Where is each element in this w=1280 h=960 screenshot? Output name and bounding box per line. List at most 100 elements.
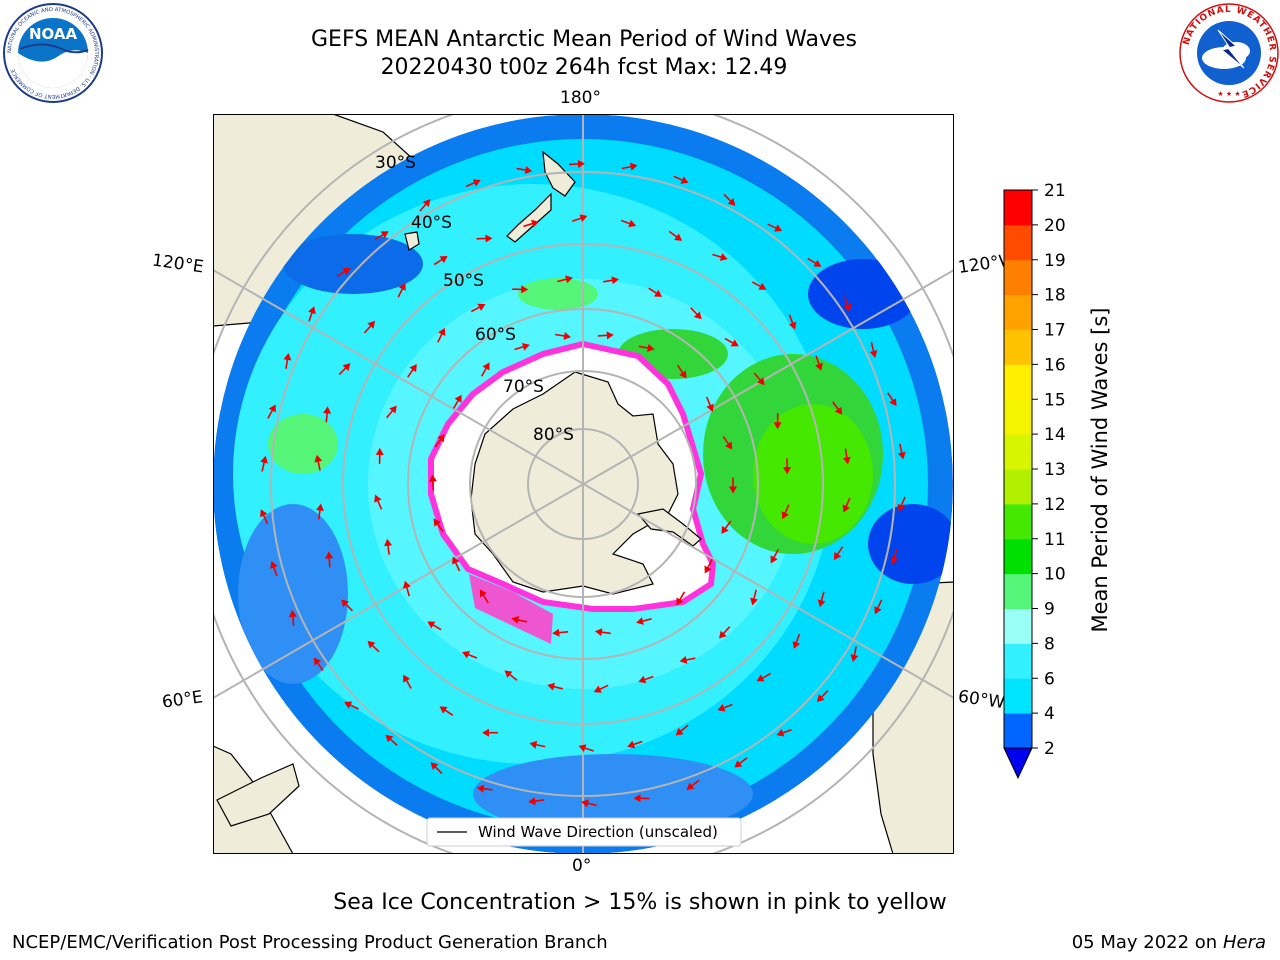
- lon-label-60e: 60°E: [160, 687, 205, 713]
- wave-direction-arrowhead: [889, 398, 897, 407]
- wave-direction-arrowhead: [529, 740, 538, 749]
- wave-direction-arrowhead: [398, 282, 406, 291]
- colorbar-segment: [1004, 573, 1032, 609]
- wave-direction-arrowhead: [750, 597, 758, 606]
- wave-direction-arrowhead: [756, 674, 765, 682]
- ice-caption: Sea Ice Concentration > 15% is shown in …: [333, 890, 947, 915]
- colorbar: 2 4 6 8 9 10 11 12 13 14 15 16 17 18 19 20 21 Mean Perio…: [1003, 181, 1112, 780]
- wave-direction-arrowhead: [403, 674, 411, 683]
- wave-direction-arrowhead: [842, 456, 851, 465]
- wave-direction-arrowhead: [721, 525, 729, 534]
- wave-direction-arrowhead: [485, 234, 493, 243]
- wave-direction-arrowhead: [462, 651, 470, 659]
- wave-direction-arrowhead: [734, 760, 743, 768]
- wave-direction-arrowhead: [342, 267, 351, 275]
- wave-direction-arrowhead: [758, 282, 767, 290]
- land-new-zealand-south: [506, 192, 552, 243]
- colorbar-extend-triangle: [1003, 747, 1033, 780]
- colorbar-segments: [1004, 190, 1032, 749]
- colorbar-segment: [1004, 503, 1032, 540]
- wave-direction-arrowhead: [260, 509, 268, 518]
- wave-direction-arrowhead: [704, 565, 712, 574]
- wave-direction-arrowhead: [706, 403, 714, 412]
- colorbar-segment: [1004, 190, 1032, 226]
- wave-direction-arrowhead: [385, 734, 394, 743]
- wave-direction-arrowhead: [833, 552, 842, 561]
- chart-title: GEFS MEAN Antarctic Mean Period of Wind …: [311, 27, 857, 52]
- colorbar-label: Mean Period of Wind Waves [s]: [1088, 308, 1112, 633]
- wave-direction-arrowhead: [593, 685, 602, 693]
- wave-direction-arrowhead: [342, 363, 351, 371]
- wave-direction-arrowhead: [403, 580, 411, 589]
- map-legend: Wind Wave Direction (unscaled): [426, 817, 742, 847]
- wave-direction-arrowhead: [719, 253, 728, 261]
- wave-direction-arrowhead: [439, 256, 448, 264]
- wave-direction-arrowhead: [472, 179, 481, 187]
- colorbar-tick-label: 17: [1044, 321, 1066, 341]
- wave-direction-arrowhead: [524, 166, 533, 174]
- wave-direction-arrowhead: [729, 486, 737, 494]
- wave-direction-arrowhead: [693, 311, 702, 320]
- wave-direction-arrowhead: [374, 494, 382, 503]
- colorbar-tick-label: 2: [1044, 739, 1055, 759]
- wave-direction-arrowhead: [843, 303, 852, 312]
- wave-direction-arrowhead: [647, 344, 655, 352]
- wave-direction-arrowhead: [521, 343, 530, 351]
- wave-direction-arrowhead: [430, 762, 439, 770]
- colorbar-tick-label: 12: [1044, 495, 1066, 515]
- wave-direction-arrowhead: [316, 503, 324, 511]
- wave-direction-arrowhead: [422, 199, 431, 207]
- colorbar-segment: [1004, 259, 1032, 296]
- colorbar-segment: [1004, 469, 1032, 505]
- wave-direction-arrowhead: [384, 538, 392, 547]
- wave-direction-arrowhead: [270, 560, 278, 569]
- nws-logo: NATIONAL WEATHER SERVICE ★ ★ ★: [1179, 3, 1279, 103]
- wave-direction-arrowhead: [757, 377, 765, 386]
- colorbar-ticks: 2 4 6 8 9 10 11 12 13 14 15 16 17 18 19 20 21: [1032, 181, 1066, 759]
- colorbar-tick-label: 10: [1044, 565, 1066, 585]
- credit-text: NCEP/EMC/Verification Post Processing Pr…: [12, 932, 608, 953]
- lon-label-120e: 120°E: [150, 250, 205, 278]
- colorbar-segment: [1004, 364, 1032, 400]
- wave-direction-arrowhead: [680, 176, 689, 184]
- wave-direction-arrowhead: [367, 640, 376, 649]
- wave-direction-arrowhead: [344, 701, 353, 709]
- noaa-logo: NATIONAL OCEANIC AND ATMOSPHERIC ADMINIS…: [3, 3, 103, 103]
- wave-direction-arrowhead: [850, 654, 859, 662]
- wave-direction-arrowhead: [676, 597, 684, 606]
- wave-direction-arrowhead: [890, 556, 899, 565]
- wave-direction-arrowhead: [389, 405, 397, 414]
- colorbar-segment: [1004, 294, 1032, 330]
- wave-direction-arrowhead: [504, 670, 513, 678]
- wave-direction-arrowhead: [341, 599, 349, 608]
- wave-direction-arrowhead: [325, 551, 334, 559]
- wave-direction-arrowhead: [638, 675, 647, 684]
- wave-direction-arrowhead: [725, 441, 733, 450]
- wave-direction-arrowhead: [439, 706, 448, 714]
- wave-direction-arrowhead: [717, 704, 726, 712]
- wave-direction-arrowhead: [308, 306, 316, 315]
- nws-stars: ★ ★ ★: [1217, 90, 1240, 98]
- wave-direction-arrowhead: [606, 331, 614, 340]
- lon-label-180: 180°: [560, 88, 601, 108]
- wave-direction-arrowhead: [727, 198, 736, 206]
- wave-direction-arrowhead: [427, 621, 436, 629]
- wave-period-field: [213, 114, 953, 854]
- lat-label-70s: 70°S: [503, 377, 544, 397]
- wave-direction-arrowhead: [817, 599, 826, 608]
- wave-direction-arrowhead: [547, 682, 555, 691]
- wave-direction-arrowhead: [367, 320, 376, 329]
- wave-direction-arrowhead: [774, 224, 783, 232]
- wave-direction-arrowhead: [611, 276, 619, 285]
- wave-direction-arrowhead: [834, 406, 843, 415]
- wave-direction-arrowhead: [719, 630, 727, 639]
- lat-label-30s: 30°S: [375, 153, 416, 173]
- wave-direction-arrowhead: [628, 219, 637, 228]
- wave-direction-arrowhead: [627, 740, 636, 749]
- noaa-wordmark: NOAA: [29, 25, 78, 43]
- colorbar-tick-label: 21: [1044, 181, 1066, 201]
- wave-direction-arrowhead: [730, 339, 739, 347]
- colorbar-tick-label: 19: [1044, 251, 1066, 271]
- sea-ice-weddell: [469, 574, 553, 644]
- polar-map: 30°S 40°S 50°S 60°S 70°S 80°S Wind Wave …: [213, 114, 954, 854]
